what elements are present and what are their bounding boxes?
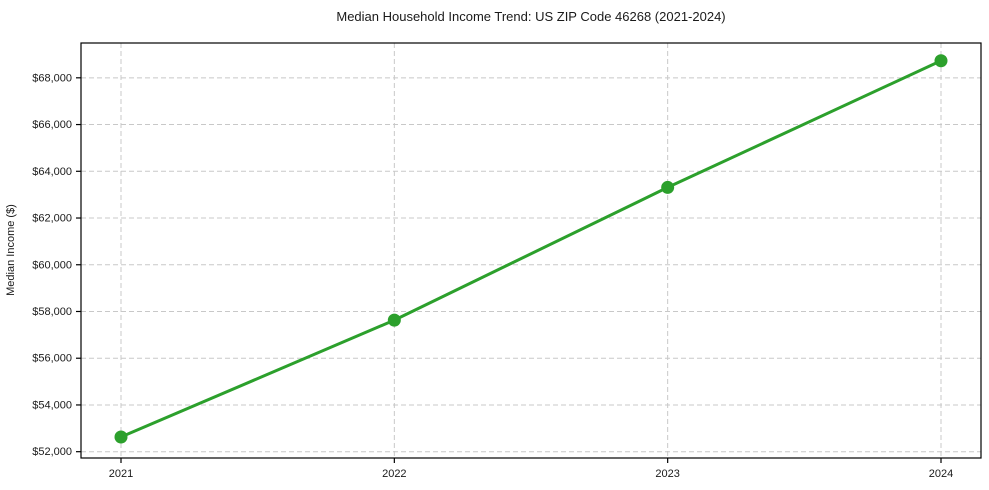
data-point-marker (114, 430, 128, 444)
y-tick-label: $58,000 (32, 306, 72, 318)
data-series (114, 54, 948, 444)
x-tick-label: 2024 (929, 468, 953, 480)
data-point-marker (661, 180, 675, 194)
y-tick-label: $66,000 (32, 119, 72, 131)
y-tick-label: $64,000 (32, 166, 72, 178)
x-tick-label: 2022 (382, 468, 406, 480)
data-point-marker (934, 54, 948, 68)
y-tick-label: $62,000 (32, 213, 72, 225)
chart-title: Median Household Income Trend: US ZIP Co… (336, 9, 725, 24)
tick-labels: $52,000 $54,000 $56,000 $58,000 $60,000 $62,0… (32, 72, 953, 480)
x-tick-label: 2021 (109, 468, 133, 480)
trend-line (119, 59, 943, 439)
y-axis-label: Median Income ($) (5, 204, 17, 296)
axis-ticks (76, 77, 942, 463)
y-tick-label: $54,000 (32, 399, 72, 411)
y-tick-label: $60,000 (32, 259, 72, 271)
y-tick-label: $68,000 (32, 72, 72, 84)
y-tick-label: $52,000 (32, 446, 72, 458)
x-tick-label: 2023 (655, 468, 679, 480)
data-point-marker (387, 313, 401, 327)
plot-border (80, 42, 982, 459)
y-tick-label: $56,000 (32, 353, 72, 365)
gridlines (81, 43, 981, 458)
